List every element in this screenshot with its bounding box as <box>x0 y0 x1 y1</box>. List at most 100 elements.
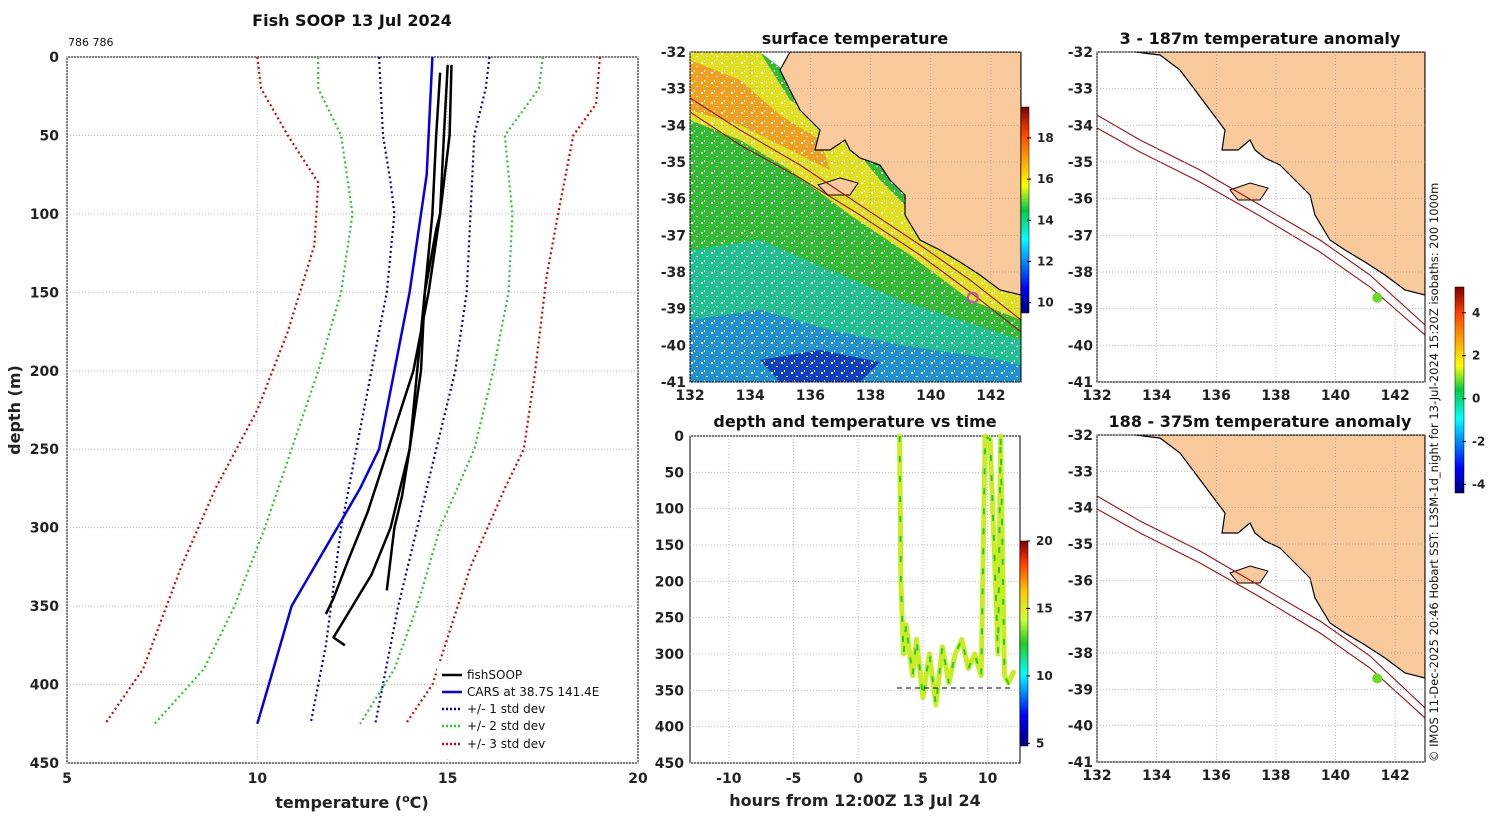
profile-xlabel: temperature (oC) <box>275 792 428 813</box>
y-tick-label: 300 <box>655 647 684 663</box>
lat-tick-label: -35 <box>1068 155 1093 171</box>
lon-tick-label: 142 <box>1381 768 1410 784</box>
anom2-station-marker <box>1372 673 1383 684</box>
lat-tick-label: -40 <box>1068 719 1094 735</box>
series-line--2-std-dev-high- <box>359 56 544 725</box>
lat-tick-label: -41 <box>1068 755 1093 771</box>
cbar-tick-label: 2 <box>1472 349 1480 363</box>
profile-lines <box>104 56 601 725</box>
lon-tick-label: 142 <box>1381 388 1410 404</box>
lon-tick-label: 138 <box>856 388 885 404</box>
lat-tick-label: -34 <box>661 118 687 134</box>
series-line--2-std-dev-low- <box>153 57 354 725</box>
legend-box <box>437 664 633 758</box>
lon-tick-label: 134 <box>1142 388 1171 404</box>
lat-tick-label: -32 <box>1068 428 1093 444</box>
series-line-fishsoop-profile-2 <box>324 64 449 615</box>
series-line-cars-at-38-7s-141-4e <box>256 56 434 725</box>
anomaly-colorbar <box>1454 286 1465 494</box>
sst-island <box>817 177 859 196</box>
cbar-tick-label: 5 <box>1036 736 1044 750</box>
anom1-station-marker <box>1372 292 1383 303</box>
profile-ylabel: depth (m) <box>5 365 24 455</box>
lon-tick-label: 138 <box>1261 388 1290 404</box>
anom2-map: 188 - 375m temperature anomaly -32 -33 -34… <box>1068 412 1426 784</box>
lon-tick-label: 132 <box>1082 768 1111 784</box>
legend-label-sd2: +/- 2 std dev <box>467 719 545 733</box>
lon-tick-label: 140 <box>916 388 945 404</box>
cbar-tick-label: -2 <box>1472 435 1485 449</box>
sst-field <box>690 52 1021 382</box>
legend-label-sd3: +/- 3 std dev <box>467 737 545 751</box>
x-tick-label: -10 <box>716 771 742 787</box>
y-tick-label: 350 <box>655 683 684 699</box>
time-track <box>897 433 1016 708</box>
lat-tick-label: -36 <box>1068 192 1093 208</box>
y-tick-label: 150 <box>30 285 59 301</box>
time-title: depth and temperature vs time <box>713 412 996 431</box>
cbar-tick-label: 14 <box>1037 213 1054 227</box>
anom2-island <box>1229 565 1269 584</box>
lat-tick-label: -34 <box>1068 501 1094 517</box>
lat-tick-label: -32 <box>661 45 686 61</box>
anom1-map: 3 - 187m temperature anomaly -32-33-34-3… <box>1068 29 1426 404</box>
cbar-tick-label: 0 <box>1472 392 1480 406</box>
lon-tick-label: 134 <box>1142 768 1171 784</box>
lat-tick-label: -33 <box>1068 82 1093 98</box>
lat-tick-label: -39 <box>661 302 686 318</box>
anom1-island <box>1229 182 1269 201</box>
lat-tick-label: -38 <box>661 265 686 281</box>
x-tick-label: 0 <box>853 771 863 787</box>
lat-tick-label: -37 <box>1068 610 1093 626</box>
lat-tick-label: -40 <box>661 338 687 354</box>
sst-land <box>779 52 1021 296</box>
legend-label-fish: fishSOOP <box>467 668 522 682</box>
x-tick-label: 20 <box>628 771 648 787</box>
y-tick-label: 250 <box>30 442 59 458</box>
lat-tick-label: -34 <box>1068 118 1094 134</box>
lat-tick-label: -35 <box>661 155 686 171</box>
time-axes-box <box>689 435 1021 764</box>
time-ticks: 0 50 100 150 200 250 300 350 400 450 -10 -5 0 5 10 <box>655 429 998 787</box>
side-note: © IMOS 11-Dec-2025 20:46 Hobart SST: L3S… <box>1427 183 1441 762</box>
lat-tick-label: -33 <box>1068 464 1093 480</box>
anom1-title: 3 - 187m temperature anomaly <box>1120 29 1401 48</box>
anom2-title: 188 - 375m temperature anomaly <box>1109 412 1412 431</box>
y-tick-label: 450 <box>655 756 684 772</box>
lat-tick-label: -37 <box>661 228 686 244</box>
series-line-fishsoop-profile-3 <box>332 72 442 647</box>
sst-colorbar-ticks: 18 16 14 12 10 <box>1027 131 1054 310</box>
series-line--1-std-dev-high- <box>374 56 491 725</box>
y-tick-label: 400 <box>30 678 59 694</box>
time-grid <box>690 435 1020 764</box>
y-tick-label: 450 <box>30 756 59 772</box>
y-tick-label: 100 <box>655 502 684 518</box>
profile-legend: fishSOOP CARS at 38.7S 141.4E +/- 1 std … <box>437 664 633 758</box>
anom1-field <box>1097 52 1425 382</box>
cbar-tick-label: 20 <box>1036 534 1053 548</box>
cbar-tick-label: 12 <box>1037 255 1054 269</box>
anom2-axes-box <box>1096 434 1426 763</box>
lon-tick-label: 142 <box>976 388 1005 404</box>
sst-title: surface temperature <box>762 29 949 48</box>
y-tick-label: 250 <box>655 611 684 627</box>
cbar-tick-label: 10 <box>1036 669 1053 683</box>
y-tick-label: 300 <box>30 521 59 537</box>
x-tick-label: 10 <box>978 771 998 787</box>
x-tick-label: 5 <box>62 771 72 787</box>
depth-track-deep <box>898 434 1015 706</box>
lat-tick-label: -41 <box>1068 375 1093 391</box>
lat-tick-label: -37 <box>1068 228 1093 244</box>
lon-tick-label: 136 <box>1202 768 1231 784</box>
lat-tick-label: -41 <box>661 375 686 391</box>
cbar-tick-label: 16 <box>1037 172 1054 186</box>
x-tick-label: 15 <box>438 771 457 787</box>
cbar-tick-label: -4 <box>1472 477 1485 491</box>
lon-tick-label: 132 <box>1082 388 1111 404</box>
lon-tick-label: 132 <box>675 388 704 404</box>
time-colorbar-ticks: 20 15 10 5 <box>1026 534 1053 750</box>
series-line-fishsoop-profile-1 <box>385 64 453 591</box>
